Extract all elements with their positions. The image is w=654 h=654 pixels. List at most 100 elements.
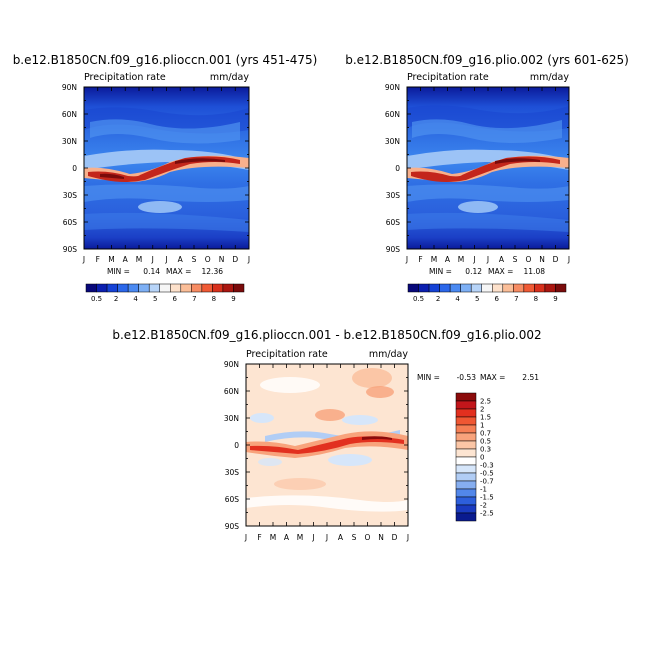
panel-1-colorbar: 0.5 2 4 5 6 7 8 9 <box>85 283 245 303</box>
panel-3-xtick: D <box>392 533 398 542</box>
colorbar-label: 9 <box>553 295 557 303</box>
colorbar-label: 4 <box>455 295 460 303</box>
panel-1-xtick: M <box>108 255 114 264</box>
panel-3-patch-blue-south <box>328 454 372 466</box>
colorbar-label: 0 <box>480 454 484 462</box>
panel-3-itcz-dark <box>362 436 392 440</box>
panel-1-xtick: S <box>192 255 197 264</box>
colorbar-box <box>222 283 234 293</box>
panel-1-xtick: N <box>219 255 225 264</box>
colorbar-box <box>455 440 477 450</box>
colorbar-label: -1.5 <box>480 494 494 502</box>
panel-2-ytick-labels: 90N 60N 30N 0 30S 60S 90S <box>385 83 400 254</box>
panel-3-max-value: 2.51 <box>522 373 539 382</box>
panel-2-right-label: mm/day <box>530 72 570 83</box>
colorbar-box <box>455 432 477 442</box>
panel-3-patch-30n-blue2 <box>342 415 378 425</box>
panel-1-max-value: 12.36 <box>202 267 224 276</box>
panel-3-ytick-90n: 90N <box>224 360 239 369</box>
colorbar-box <box>180 283 192 293</box>
panel-2-band-tropic-north <box>407 149 569 170</box>
panel-2-left-label: Precipitation rate <box>407 72 489 83</box>
colorbar-box <box>544 283 556 293</box>
panel-1-xtick-labels: J F M A M J J A S O N D J <box>82 255 250 264</box>
panel-2-itcz-core <box>411 156 560 182</box>
panel-3-patch-north-pale <box>260 377 320 393</box>
colorbar-label: 0.3 <box>480 446 491 454</box>
colorbar-label: -0.3 <box>480 462 494 470</box>
colorbar-box <box>455 464 477 474</box>
panel-1-ytick-0: 0 <box>72 164 77 173</box>
panel-2-xtick: A <box>499 255 505 264</box>
panel-2-xtick: M <box>431 255 437 264</box>
colorbar-box <box>455 392 477 402</box>
colorbar-box <box>492 283 504 293</box>
panel-2-ytick-30n: 30N <box>385 137 400 146</box>
colorbar-label: 2 <box>480 406 484 414</box>
panel-3-ytick-60n: 60N <box>224 387 239 396</box>
panel-3-itcz-core <box>250 436 404 454</box>
colorbar-box <box>523 283 535 293</box>
panel-3-patch-blue-south2 <box>258 458 282 466</box>
panel-3-ytick-labels: 90N 60N 30N 0 30S 60S 90S <box>224 360 239 531</box>
panel-1-itcz-dark <box>100 158 225 179</box>
panel-2-min-label: MIN = <box>429 267 452 276</box>
panel-3-ytick-90s: 90S <box>225 522 240 531</box>
panel-1-left-label: Precipitation rate <box>84 72 166 83</box>
panel-3-xtick: A <box>284 533 290 542</box>
colorbar-box <box>455 408 477 418</box>
panel-3-title: b.e12.B1850CN.f09_g16.plioccn.001 - b.e1… <box>112 328 541 342</box>
panel-1-ytick-90s: 90S <box>63 245 78 254</box>
panel-3-xtick: S <box>352 533 357 542</box>
colorbar-label: -0.7 <box>480 478 494 486</box>
panel-2-xtick: J <box>405 255 408 264</box>
panel-1-title: b.e12.B1850CN.f09_g16.plioccn.001 (yrs 4… <box>13 53 318 67</box>
panel-2-xtick: N <box>539 255 545 264</box>
panel-1-band-north-blue <box>84 107 249 134</box>
panel-2-max-value: 11.08 <box>524 267 546 276</box>
panel-2-ytick-60s: 60S <box>386 218 401 227</box>
panel-2: b.e12.B1850CN.f09_g16.plio.002 (yrs 601-… <box>345 53 629 303</box>
colorbar-box <box>455 448 477 458</box>
panel-1-min-value: 0.14 <box>143 267 160 276</box>
colorbar-box <box>96 283 108 293</box>
colorbar-label: 5 <box>475 295 479 303</box>
panel-2-title: b.e12.B1850CN.f09_g16.plio.002 (yrs 601-… <box>345 53 629 67</box>
panel-1: b.e12.B1850CN.f09_g16.plioccn.001 (yrs 4… <box>13 53 318 303</box>
panel-1-xtick: A <box>123 255 129 264</box>
panel-2-xtick: S <box>513 255 518 264</box>
panel-3-xtick-labels: J F M A M J J A S O N D J <box>244 533 409 542</box>
panel-2-ytick-30s: 30S <box>386 191 401 200</box>
panel-1-stats: MIN = 0.14 MAX = 12.36 <box>107 267 223 276</box>
panel-1-patch-south <box>138 201 182 213</box>
panel-3-xtick: A <box>338 533 344 542</box>
panel-3-band-white-south <box>246 495 408 512</box>
panel-1-field <box>83 86 250 250</box>
colorbar-box <box>428 283 440 293</box>
colorbar-label: 2 <box>114 295 118 303</box>
panel-3-min-value: -0.53 <box>457 373 477 382</box>
colorbar-box <box>159 283 171 293</box>
panel-1-xtick: M <box>136 255 142 264</box>
colorbar-box <box>233 283 245 293</box>
panel-3-ytick-0: 0 <box>234 441 239 450</box>
panel-3-stats: MIN = -0.53 MAX = 2.51 <box>417 373 539 382</box>
colorbar-box <box>460 283 472 293</box>
panel-2-xtick: J <box>486 255 489 264</box>
panel-1-xtick: F <box>96 255 100 264</box>
colorbar-label: 2 <box>436 295 440 303</box>
panel-1-band-north-light <box>90 119 240 144</box>
panel-2-xtick: J <box>472 255 475 264</box>
colorbar-box <box>502 283 514 293</box>
panel-2-ytick-90s: 90S <box>386 245 401 254</box>
panel-2-band-south-tropic <box>407 184 569 202</box>
panel-3-patch-30n-blue <box>250 413 274 423</box>
panel-3-right-label: mm/day <box>369 349 409 360</box>
panel-1-ticks <box>83 86 250 250</box>
colorbar-box <box>191 283 203 293</box>
panel-3-xtick: O <box>365 533 371 542</box>
colorbar-label: 0.7 <box>480 430 491 438</box>
panel-1-ytick-labels: 90N 60N 30N 0 30S 60S 90S <box>62 83 77 254</box>
panel-2-xtick: M <box>458 255 464 264</box>
